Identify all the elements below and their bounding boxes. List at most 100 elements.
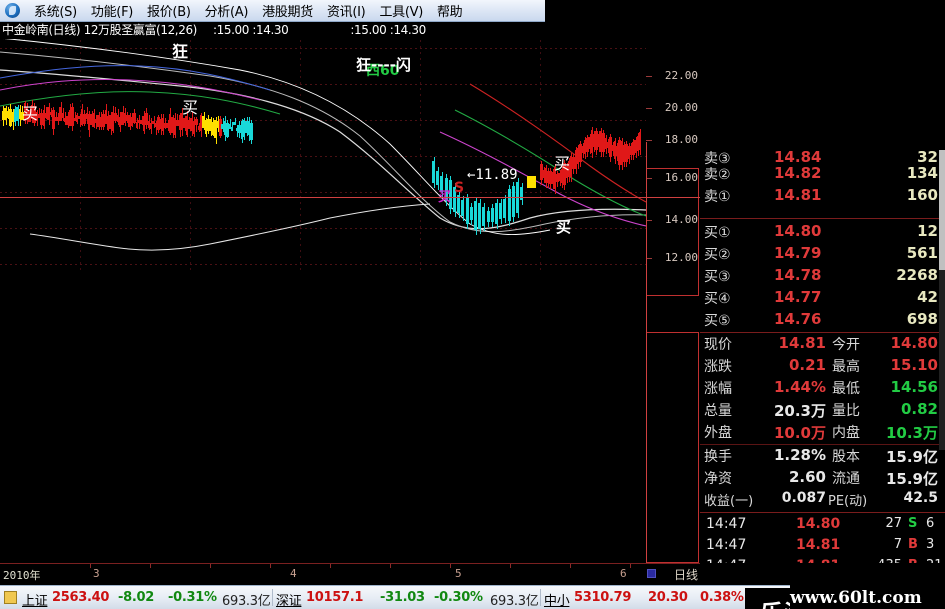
chart-title-seg2: :15.00 :14.30	[350, 23, 426, 37]
status-bar: 上证 2563.40 -8.02 -0.31% 693.3亿 深证 10157.…	[0, 585, 945, 609]
menu-bar-filler	[545, 0, 945, 22]
stat-value-right: 15.9亿	[885, 470, 938, 488]
quote-panel-scrollbar[interactable]	[939, 150, 945, 450]
ladder-row-bid4[interactable]: 买④ 14.77 42	[700, 288, 945, 310]
status-app-icon[interactable]	[4, 591, 17, 604]
index-amount-sse: 693.3亿	[222, 594, 271, 609]
stat-label-left: 换手	[704, 449, 732, 465]
axis-tick: 18.00	[664, 133, 698, 146]
period-label[interactable]: 日线	[673, 568, 698, 582]
stat-label-left: 涨幅	[704, 381, 732, 397]
tick-side: S	[908, 516, 918, 531]
annotation-buy-2: 买	[182, 98, 199, 117]
menu-item-analysis[interactable]: 分析(A)	[204, 5, 249, 20]
stat-label-left: 现价	[704, 337, 732, 353]
ladder-qty: 160	[906, 186, 938, 204]
stat-row-price: 现价 14.81 今开 14.80	[700, 334, 945, 356]
menu-item-system[interactable]: 系统(S)	[34, 5, 77, 20]
price-axis-pane3: 22.00 20.00 18.00 16.00 14.00 12.00	[646, 22, 700, 271]
tick-count: 21	[926, 558, 943, 563]
stat-value-left: 2.60	[788, 468, 826, 486]
ladder-row-ask2[interactable]: 卖② 14.82 134	[700, 164, 945, 186]
stat-label-right: 股本	[832, 449, 860, 465]
ladder-row-bid3[interactable]: 买③ 14.78 2268	[700, 266, 945, 288]
stat-row-pct: 涨幅 1.44% 最低 14.56	[700, 378, 945, 400]
tick-time: 14:47	[706, 516, 747, 532]
axis-tick: 22.00	[664, 69, 698, 82]
date-label-year: 2010年	[3, 569, 41, 582]
stat-value-right: 0.82	[900, 400, 938, 418]
index-name-sse[interactable]: 上证	[22, 594, 48, 609]
index-value-sme: 5310.79	[574, 590, 632, 605]
ladder-price: 14.82	[774, 164, 822, 182]
indicator2-plot[interactable]: 狂 买 买	[0, 22, 646, 271]
ladder-label: 买⑤	[704, 313, 731, 329]
ladder-label: 卖①	[704, 189, 731, 205]
date-label-jun: 6	[620, 567, 627, 580]
index-change-szse: -31.03	[380, 590, 425, 605]
ladder-row-ask3[interactable]: 卖③ 14.84 32	[700, 148, 945, 170]
stat-value-right: 42.5	[903, 490, 938, 506]
chart-pane-indicator2[interactable]: 狂 买 买 22.00 20.00 18.00 16.00 14.00	[0, 22, 700, 271]
tick-row[interactable]: 14:47 14.80 27 S 6	[700, 516, 945, 537]
chart-title-seg1: :15.00 :14.30	[212, 23, 289, 37]
tick-volume: 27	[885, 516, 902, 531]
stat-value-right: 10.3万	[885, 424, 938, 442]
date-axis: 2010年 3 4 5 6 日线	[0, 563, 700, 585]
stat-row-volume: 总量 20.3万 量比 0.82	[700, 400, 945, 422]
annotation-buy-1: 买	[22, 104, 39, 123]
ladder-price: 14.84	[774, 148, 822, 166]
stat-value-left: 0.087	[781, 490, 826, 506]
ladder-row-bid1[interactable]: 买① 14.80 12	[700, 222, 945, 244]
stat-label-right: 今开	[832, 337, 860, 353]
stat-value-left: 20.3万	[773, 402, 826, 420]
index-name-sme[interactable]: 中小	[544, 594, 570, 609]
stat-value-left: 1.44%	[773, 378, 826, 396]
annotation-ma60-label: 西60	[366, 63, 400, 79]
annotation-price-arrow: ←11.89	[467, 167, 518, 183]
ladder-price: 14.77	[774, 288, 822, 306]
ladder-qty: 134	[906, 164, 938, 182]
stat-value-left: 10.0万	[773, 424, 826, 442]
annotation-buy-4: 买	[556, 218, 572, 236]
ladder-label: 买③	[704, 269, 731, 285]
menu-item-help[interactable]: 帮助	[436, 5, 463, 20]
ladder-row-bid5[interactable]: 买⑤ 14.76 698	[700, 310, 945, 332]
tick-price: 14.80	[796, 516, 841, 532]
index-name-szse[interactable]: 深证	[276, 594, 302, 609]
tick-time: 14:47	[706, 558, 746, 563]
annotation-kuang: 狂	[172, 42, 189, 61]
annotation-kuang-shan: 狂----闪	[356, 56, 411, 74]
ladder-price: 14.81	[774, 186, 822, 204]
index-value-sse: 2563.40	[52, 590, 110, 605]
tick-price: 14.81	[796, 537, 841, 553]
stat-row-eps-pe: 收益(一) 0.087 PE(动) 42.5	[700, 490, 945, 512]
stat-label-left: 涨跌	[704, 359, 732, 375]
menu-item-quote[interactable]: 报价(B)	[147, 5, 191, 20]
menu-item-tools[interactable]: 工具(V)	[379, 5, 423, 20]
stat-row-turnover: 换手 1.28% 股本 15.9亿	[700, 446, 945, 468]
date-label-apr: 4	[290, 567, 297, 580]
ladder-price: 14.80	[774, 222, 822, 240]
tick-row[interactable]: 14:47 14.81 7 B 3	[700, 537, 945, 558]
tick-price: 14.81	[796, 558, 840, 563]
index-amount-szse: 693.3亿	[490, 594, 539, 609]
ladder-label: 买①	[704, 225, 731, 241]
stat-value-left: 0.21	[788, 356, 826, 374]
ladder-label: 卖③	[704, 151, 731, 167]
ladder-row-bid2[interactable]: 买② 14.79 561	[700, 244, 945, 266]
ladder-label: 卖②	[704, 167, 731, 183]
ladder-row-ask1[interactable]: 卖① 14.81 160	[700, 186, 945, 208]
menu-item-hk-futures[interactable]: 港股期货	[262, 5, 313, 20]
tick-volume: 7	[893, 537, 902, 552]
ladder-qty: 561	[906, 244, 938, 262]
app-logo-icon	[3, 2, 23, 20]
index-value-szse: 10157.1	[306, 590, 364, 605]
tick-count: 3	[926, 537, 935, 552]
menu-item-news[interactable]: 资讯(I)	[326, 5, 366, 20]
tick-row[interactable]: 14:47 14.81 435 B 21	[700, 558, 945, 563]
scrollbar-thumb[interactable]	[939, 150, 945, 270]
menu-item-function[interactable]: 功能(F)	[90, 5, 134, 20]
tick-volume: 435	[868, 558, 902, 563]
